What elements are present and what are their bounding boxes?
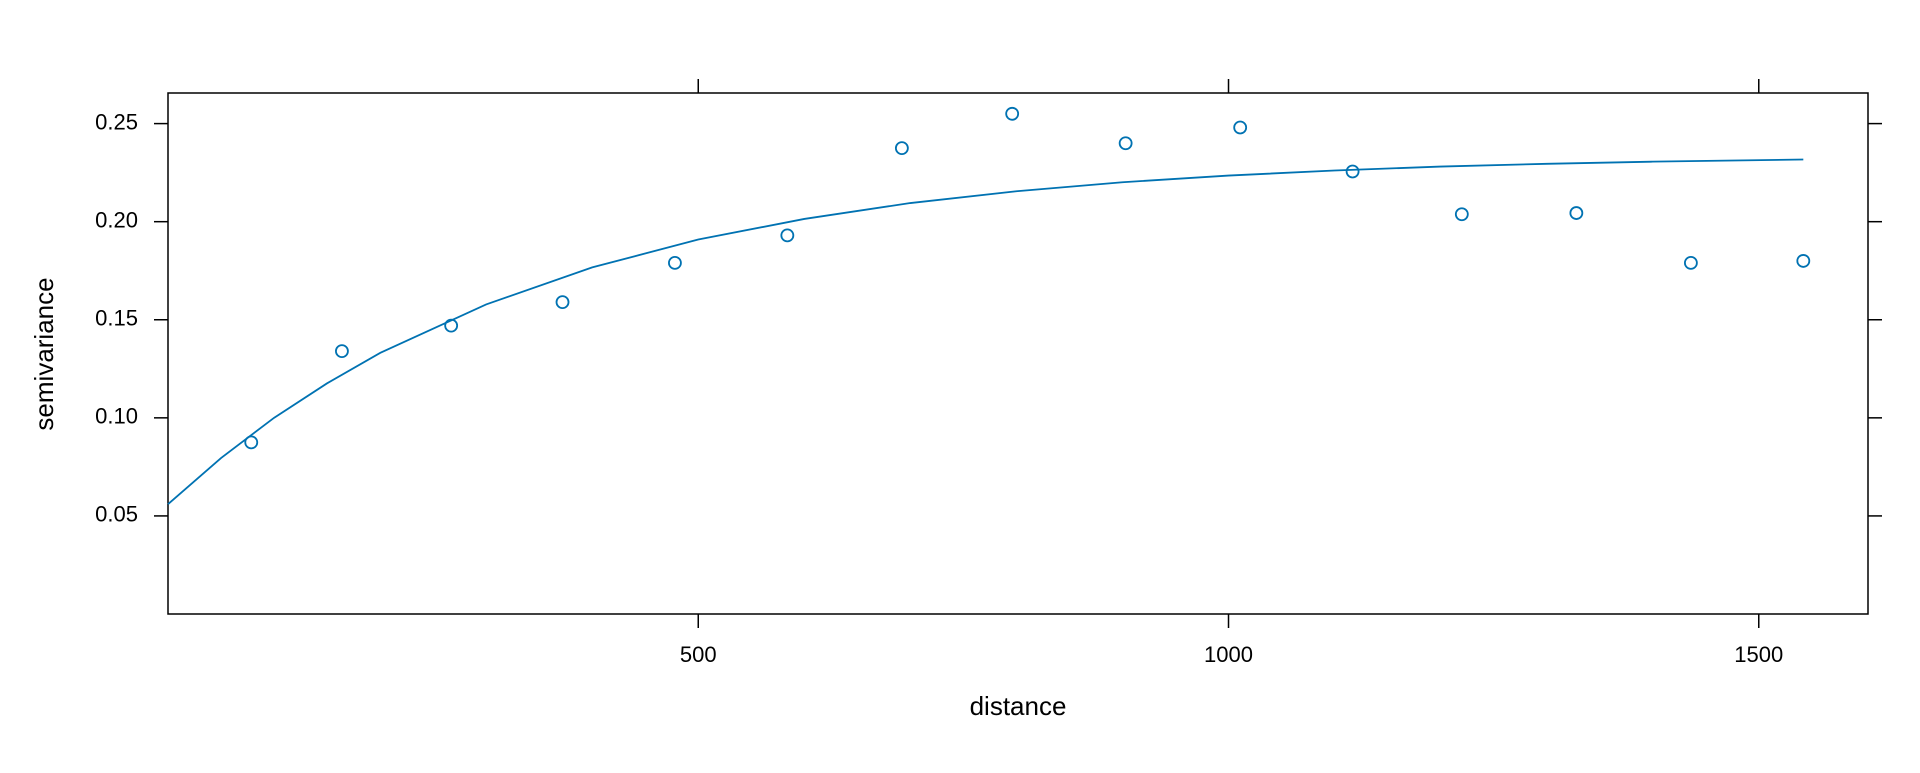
data-point [1683, 255, 1698, 270]
data-point [1118, 136, 1133, 151]
data-point [1454, 207, 1469, 222]
data-point [1569, 206, 1584, 220]
data-point [1005, 106, 1020, 121]
data-point [1796, 254, 1811, 268]
data-point [1345, 164, 1360, 179]
plot-frame [167, 92, 1869, 615]
y-tick-label: 0.15 [95, 306, 138, 331]
y-tick-label: 0.10 [95, 404, 138, 429]
y-tick-label: 0.20 [95, 207, 138, 232]
data-point [780, 228, 795, 243]
data-point [894, 141, 909, 156]
x-tick-label: 1500 [1734, 642, 1783, 667]
data-point [668, 255, 682, 270]
data-point [244, 435, 259, 450]
y-axis-label: semivariance [29, 277, 59, 430]
x-tick-label: 1000 [1204, 642, 1253, 667]
data-point [1233, 120, 1248, 135]
x-tick-label: 500 [680, 642, 717, 667]
fitted-line [167, 158, 1804, 505]
x-axis-label: distance [970, 691, 1067, 721]
data-point [555, 295, 570, 310]
y-tick-label: 0.05 [95, 502, 138, 527]
data-point [335, 344, 349, 359]
y-tick-label: 0.25 [95, 109, 138, 134]
